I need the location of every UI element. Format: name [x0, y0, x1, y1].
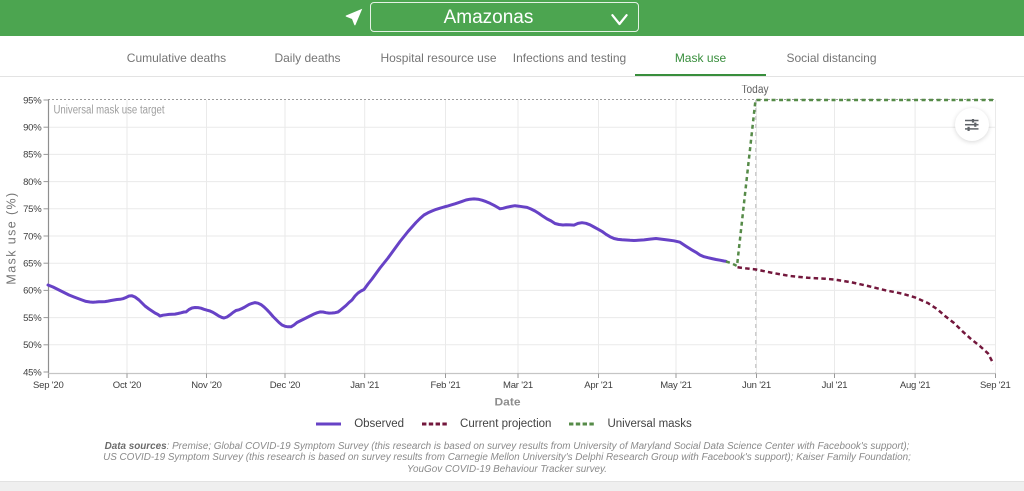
svg-text:Aug '21: Aug '21: [900, 380, 931, 391]
svg-text:50%: 50%: [23, 340, 42, 351]
svg-text:90%: 90%: [23, 123, 42, 134]
svg-text:May '21: May '21: [660, 380, 692, 391]
svg-text:80%: 80%: [23, 177, 42, 188]
svg-text:Jul '21: Jul '21: [822, 380, 848, 391]
svg-text:65%: 65%: [23, 259, 42, 270]
svg-text:45%: 45%: [23, 367, 42, 378]
svg-text:Jun '21: Jun '21: [742, 380, 771, 391]
svg-text:Mar '21: Mar '21: [503, 380, 533, 391]
svg-text:Jan '21: Jan '21: [350, 380, 379, 391]
svg-text:Nov '20: Nov '20: [191, 380, 222, 391]
svg-text:Feb '21: Feb '21: [431, 380, 461, 391]
svg-text:Dec '20: Dec '20: [270, 380, 301, 391]
svg-text:95%: 95%: [23, 95, 42, 106]
svg-text:55%: 55%: [23, 313, 42, 324]
svg-text:Sep '21: Sep '21: [980, 380, 1011, 391]
svg-text:85%: 85%: [23, 150, 42, 161]
svg-text:75%: 75%: [23, 204, 42, 215]
svg-text:Mask use (%): Mask use (%): [5, 191, 19, 284]
svg-text:Universal mask use target: Universal mask use target: [54, 105, 166, 117]
svg-text:70%: 70%: [23, 231, 42, 242]
svg-text:60%: 60%: [23, 286, 42, 297]
svg-text:Sep '20: Sep '20: [33, 380, 64, 391]
svg-text:Apr '21: Apr '21: [584, 380, 612, 391]
svg-text:Today: Today: [742, 85, 769, 96]
svg-text:Oct '20: Oct '20: [113, 380, 141, 391]
svg-text:Date: Date: [495, 397, 521, 409]
